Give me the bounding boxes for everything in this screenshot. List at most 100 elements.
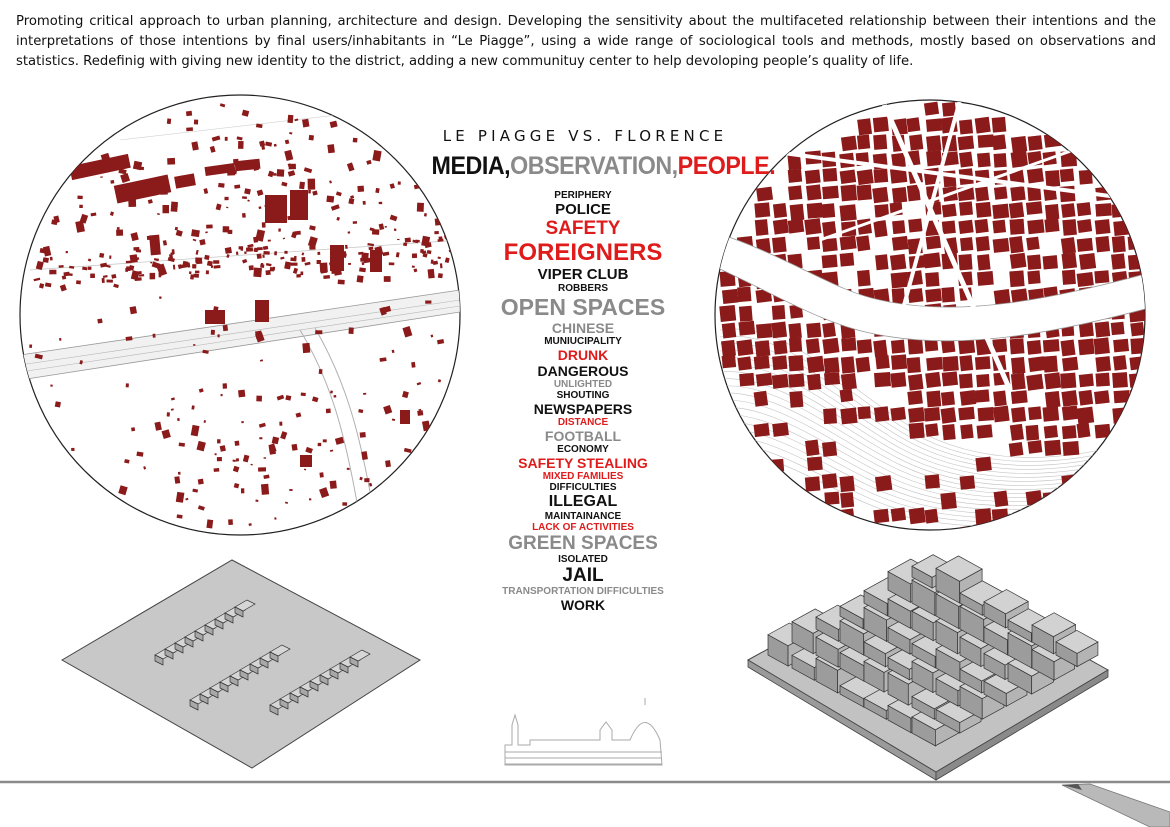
building-mark — [99, 252, 105, 258]
building-mark — [1008, 202, 1025, 219]
building-mark — [976, 424, 993, 439]
building-mark — [308, 189, 311, 194]
building-mark — [437, 273, 443, 279]
building-mark — [337, 279, 345, 285]
building-mark — [192, 238, 197, 242]
building-mark — [840, 356, 856, 374]
building-mark — [1060, 372, 1077, 389]
building-mark — [992, 219, 1007, 234]
building-mark — [804, 169, 821, 184]
building-mark — [348, 198, 355, 205]
building-mark — [125, 383, 129, 388]
building-mark — [1044, 439, 1062, 456]
building-mark — [79, 360, 83, 365]
building-mark — [322, 439, 327, 443]
iso-block-side — [269, 704, 279, 716]
building-mark — [875, 355, 890, 370]
building-mark — [1009, 252, 1027, 269]
building-mark — [135, 249, 142, 253]
building-mark — [890, 271, 908, 289]
heading-observation: OBSERVATION, — [510, 152, 678, 180]
building-mark — [149, 272, 156, 280]
building-mark — [90, 273, 95, 279]
building-mark — [58, 264, 64, 268]
building-mark — [1110, 321, 1125, 336]
building-mark — [69, 153, 131, 181]
building-mark — [65, 250, 68, 254]
building-mark — [339, 250, 347, 258]
building-mark — [907, 288, 924, 304]
building-mark — [423, 213, 427, 217]
building-mark — [100, 152, 111, 161]
building-mark — [352, 137, 358, 143]
building-mark — [125, 268, 129, 272]
pencil-icon — [1061, 783, 1170, 827]
building-mark — [256, 395, 262, 402]
building-mark — [1113, 338, 1130, 353]
keyword-item: PERIPHERY — [554, 190, 612, 201]
building-mark — [282, 237, 286, 240]
iso-block-side — [214, 618, 224, 630]
building-mark — [959, 355, 974, 372]
building-mark — [193, 119, 199, 125]
building-mark — [824, 372, 841, 386]
iso-block-side — [234, 606, 244, 618]
building-mark — [361, 451, 368, 460]
building-mark — [158, 272, 162, 278]
building-mark — [106, 279, 113, 283]
keyword-item: JAIL — [562, 565, 604, 586]
building-mark — [822, 185, 839, 200]
building-mark — [170, 397, 175, 401]
building-mark — [188, 271, 192, 275]
building-mark — [908, 507, 926, 525]
building-mark — [923, 101, 940, 116]
building-mark — [1060, 339, 1076, 357]
keyword-item: MUNIUCIPALITY — [544, 336, 622, 347]
building-mark — [101, 277, 105, 283]
iso-block-side — [219, 681, 229, 693]
building-mark — [305, 446, 313, 454]
building-mark — [147, 199, 153, 204]
building-mark — [974, 116, 991, 134]
building-mark — [1111, 235, 1126, 253]
building-mark — [344, 244, 348, 249]
building-mark — [224, 136, 228, 141]
building-mark — [1061, 425, 1077, 440]
keyword-item: SHOUTING — [556, 390, 610, 401]
building-mark — [788, 373, 805, 388]
building-mark — [202, 349, 209, 354]
building-mark — [129, 306, 138, 315]
iso-city-block — [983, 589, 1029, 615]
building-mark — [839, 475, 855, 493]
keyword-item: VIPER CLUB — [537, 266, 629, 283]
building-mark — [118, 485, 128, 496]
building-mark — [118, 168, 127, 175]
building-mark — [197, 505, 205, 511]
building-mark — [787, 153, 802, 171]
building-mark — [1026, 373, 1044, 391]
building-mark — [267, 239, 271, 242]
building-mark — [113, 283, 119, 289]
building-mark — [162, 240, 168, 246]
building-mark — [49, 256, 53, 261]
iso-block-side — [164, 648, 174, 660]
building-mark — [61, 275, 67, 280]
building-mark — [120, 173, 131, 184]
building-mark — [721, 339, 736, 357]
building-mark — [136, 451, 144, 457]
building-mark — [307, 236, 318, 248]
building-mark — [334, 436, 345, 445]
building-mark — [1076, 271, 1094, 288]
building-mark — [1112, 372, 1128, 389]
building-mark — [940, 407, 957, 424]
building-mark — [300, 392, 306, 397]
building-mark — [378, 201, 383, 205]
building-mark — [217, 334, 220, 338]
building-mark — [873, 168, 889, 184]
building-mark — [152, 333, 156, 338]
building-mark — [907, 338, 924, 355]
building-mark — [258, 206, 262, 210]
building-mark — [244, 251, 247, 254]
building-mark — [738, 320, 756, 336]
building-mark — [329, 480, 337, 489]
